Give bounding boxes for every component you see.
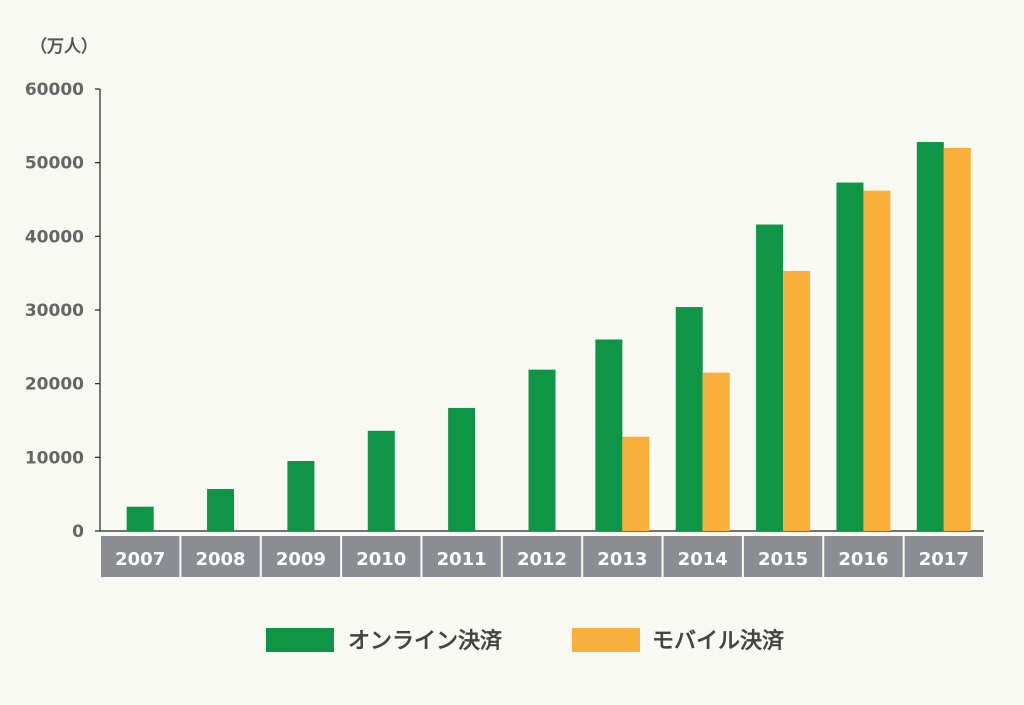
category-band [261,536,341,577]
x-tick-label: 2011 [437,549,487,570]
x-tick-label: 2017 [919,549,969,570]
bar-mobile-payment [863,190,891,531]
y-tick-label: 50000 [25,154,84,174]
bar-online-payment [287,461,315,531]
bar-online-payment [367,430,395,531]
unit-label: （万人） [30,36,98,57]
category-band [824,536,903,577]
category-band [422,536,501,577]
category-band [904,536,983,577]
x-tick-label: 2015 [758,549,808,570]
bar-online-payment [756,224,784,531]
y-tick-label: 20000 [25,375,84,395]
category-band [583,536,662,577]
x-tick-label: 2016 [838,549,888,570]
bar-online-payment [126,506,154,531]
x-tick-label: 2007 [115,549,165,570]
x-tick-label: 2014 [678,549,728,570]
x-axis: 2007 2008 2009 2010 2011 2012 2013 2014 2015 2016… [101,536,983,577]
legend-swatch [266,628,334,652]
bar-online-payment [916,142,944,532]
x-tick-label: 2008 [195,549,245,570]
category-band [743,536,823,577]
category-band [502,536,582,577]
x-tick-label: 2009 [276,549,326,570]
category-band [101,536,180,577]
y-tick-label: 40000 [25,227,84,247]
legend: オンライン決済 モバイル決済 [266,628,785,654]
bars [126,142,971,532]
y-tick-label: 0 [72,522,84,542]
category-band [663,536,742,577]
x-tick-label: 2013 [597,549,647,570]
x-tick-label: 2010 [356,549,406,570]
x-tick-label: 2012 [517,549,567,570]
bar-mobile-payment [943,147,971,531]
bar-online-payment [675,307,703,531]
y-tick-label: 60000 [25,80,84,100]
y-tick-label: 10000 [25,448,84,468]
legend-swatch [572,628,640,652]
bar-online-payment [448,407,476,531]
y-tick-label: 30000 [25,301,84,321]
y-axis: 0 10000 20000 30000 40000 50000 60000 [25,80,984,542]
bar-online-payment [207,489,235,531]
bar-mobile-payment [783,270,811,531]
bar-online-payment [595,339,623,531]
category-band [342,536,421,577]
bar-mobile-payment [702,372,730,531]
category-band [181,536,260,577]
legend-label: オンライン決済 [348,628,503,654]
legend-label: モバイル決済 [652,628,785,654]
bar-online-payment [836,182,864,531]
bar-online-payment [528,369,556,531]
bar-mobile-payment [622,436,650,531]
